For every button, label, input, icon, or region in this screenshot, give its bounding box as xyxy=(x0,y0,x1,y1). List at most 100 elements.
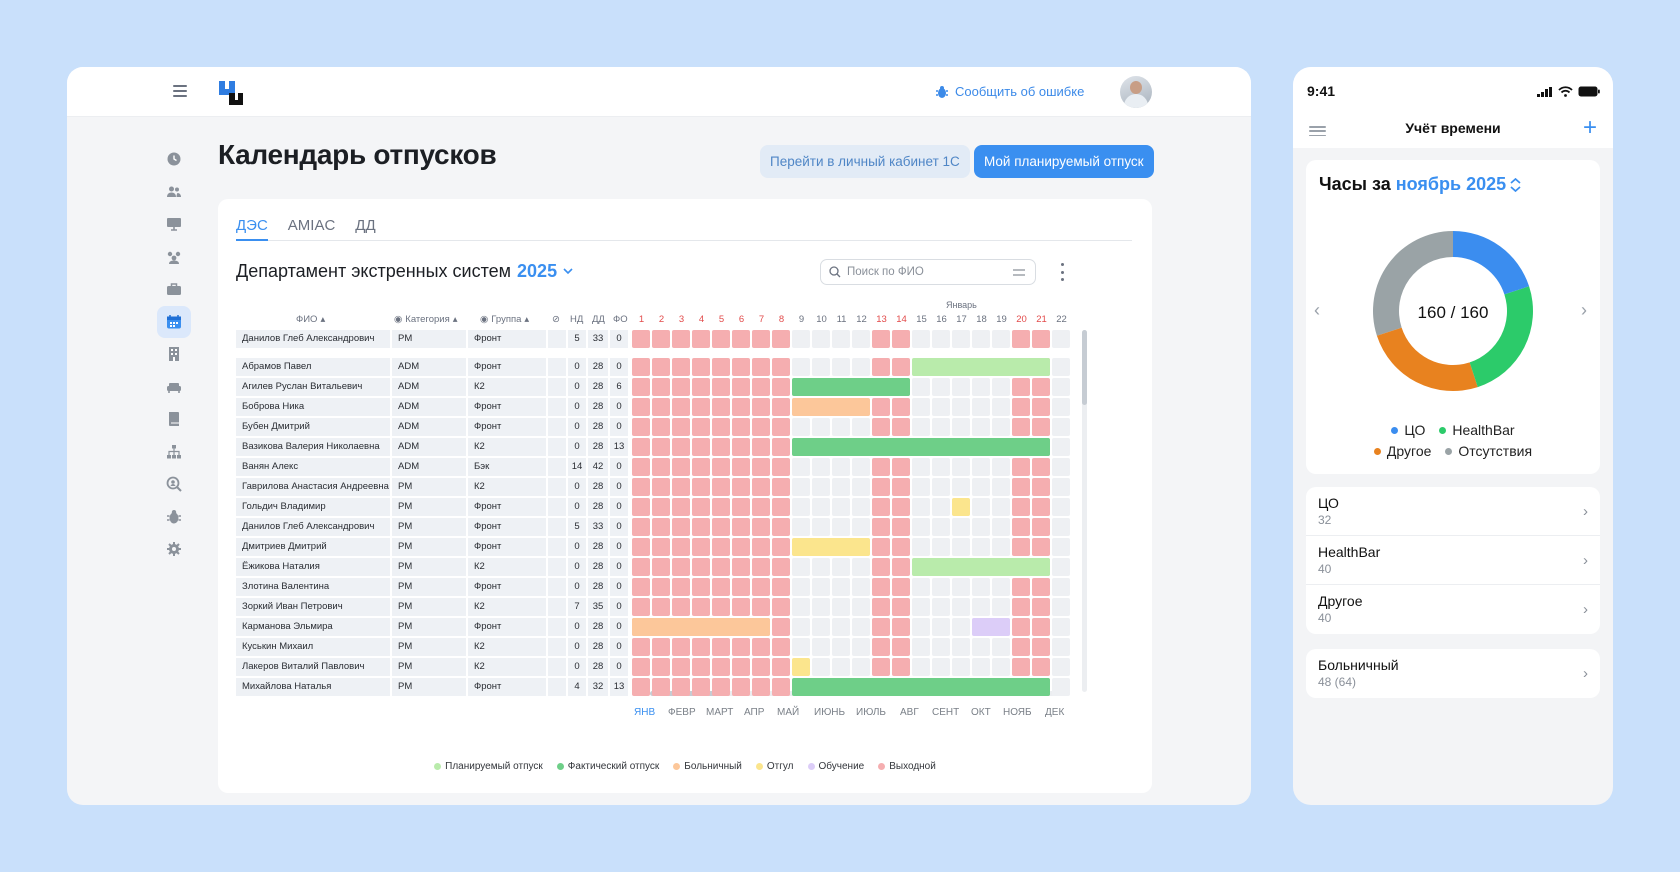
my-planned-vacation-button[interactable]: Мой планируемый отпуск xyxy=(974,145,1154,178)
day-cell[interactable] xyxy=(812,638,830,656)
table-row[interactable]: Абрамов Павел ADM Фронт 0 28 0 xyxy=(236,358,1070,376)
day-cell[interactable] xyxy=(872,478,890,496)
day-cell[interactable] xyxy=(692,378,710,396)
day-cell[interactable] xyxy=(692,478,710,496)
day-cell[interactable] xyxy=(1012,578,1030,596)
day-cell[interactable] xyxy=(1032,478,1050,496)
day-cell[interactable] xyxy=(892,518,910,536)
day-cell[interactable] xyxy=(832,518,850,536)
month-tab-1[interactable]: ЯНВ xyxy=(634,707,656,718)
vacation-bar-sick[interactable] xyxy=(792,398,870,416)
day-cell[interactable] xyxy=(1012,378,1030,396)
sidebar-item-org-chart[interactable] xyxy=(157,436,191,468)
day-cell[interactable] xyxy=(1052,678,1070,696)
day-cell[interactable] xyxy=(712,418,730,436)
day-cell[interactable] xyxy=(672,330,690,348)
day-cell[interactable] xyxy=(772,418,790,436)
vacation-bar-dayoff[interactable] xyxy=(952,498,970,516)
day-cell[interactable] xyxy=(732,378,750,396)
day-cell[interactable] xyxy=(632,458,650,476)
tab-des[interactable]: ДЭС xyxy=(236,217,268,241)
day-cell[interactable] xyxy=(632,418,650,436)
day-cell[interactable] xyxy=(1052,638,1070,656)
sidebar-item-team[interactable] xyxy=(157,241,191,273)
day-cell[interactable] xyxy=(792,358,810,376)
day-cell[interactable] xyxy=(732,658,750,676)
day-cell[interactable] xyxy=(692,418,710,436)
day-cell[interactable] xyxy=(912,418,930,436)
day-cell[interactable] xyxy=(732,358,750,376)
day-cell[interactable] xyxy=(852,618,870,636)
day-cell[interactable] xyxy=(932,658,950,676)
day-cell[interactable] xyxy=(952,658,970,676)
day-cell[interactable] xyxy=(672,538,690,556)
day-cell[interactable] xyxy=(752,358,770,376)
day-cell[interactable] xyxy=(712,330,730,348)
day-cell[interactable] xyxy=(772,358,790,376)
day-cell[interactable] xyxy=(812,518,830,536)
day-cell[interactable] xyxy=(892,658,910,676)
day-cell[interactable] xyxy=(852,478,870,496)
day-cell[interactable] xyxy=(1052,598,1070,616)
vertical-scrollbar[interactable] xyxy=(1082,330,1087,692)
vacation-bar-dayoff[interactable] xyxy=(792,658,810,676)
day-cell[interactable] xyxy=(1052,518,1070,536)
day-cell[interactable] xyxy=(852,638,870,656)
day-cell[interactable] xyxy=(972,598,990,616)
day-cell[interactable] xyxy=(712,438,730,456)
day-cell[interactable] xyxy=(932,478,950,496)
day-cell[interactable] xyxy=(772,378,790,396)
day-cell[interactable] xyxy=(952,478,970,496)
day-cell[interactable] xyxy=(692,658,710,676)
day-cell[interactable] xyxy=(692,458,710,476)
day-cell[interactable] xyxy=(1052,458,1070,476)
month-tab-9[interactable]: СЕНТ xyxy=(932,707,960,718)
day-cell[interactable] xyxy=(1032,538,1050,556)
day-cell[interactable] xyxy=(652,478,670,496)
vacation-bar-study[interactable] xyxy=(972,618,1010,636)
day-cell[interactable] xyxy=(1052,438,1070,456)
vacation-bar-actual[interactable] xyxy=(792,438,1050,456)
day-cell[interactable] xyxy=(892,638,910,656)
day-cell[interactable] xyxy=(952,418,970,436)
day-cell[interactable] xyxy=(712,658,730,676)
day-cell[interactable] xyxy=(632,658,650,676)
day-cell[interactable] xyxy=(832,458,850,476)
month-tab-4[interactable]: АПР xyxy=(744,707,765,718)
day-cell[interactable] xyxy=(632,478,650,496)
day-cell[interactable] xyxy=(1052,498,1070,516)
day-cell[interactable] xyxy=(892,458,910,476)
day-cell[interactable] xyxy=(772,658,790,676)
open-1c-cabinet-button[interactable]: Перейти в личный кабинет 1С xyxy=(760,145,970,178)
day-cell[interactable] xyxy=(772,518,790,536)
day-cell[interactable] xyxy=(792,518,810,536)
day-cell[interactable] xyxy=(872,538,890,556)
day-cell[interactable] xyxy=(872,598,890,616)
day-cell[interactable] xyxy=(912,378,930,396)
day-cell[interactable] xyxy=(792,638,810,656)
day-cell[interactable] xyxy=(632,330,650,348)
sidebar-item-monitor[interactable] xyxy=(157,208,191,240)
day-cell[interactable] xyxy=(912,458,930,476)
day-cell[interactable] xyxy=(632,678,650,696)
day-cell[interactable] xyxy=(692,518,710,536)
day-cell[interactable] xyxy=(872,458,890,476)
day-cell[interactable] xyxy=(832,478,850,496)
day-cell[interactable] xyxy=(832,558,850,576)
day-cell[interactable] xyxy=(952,378,970,396)
table-row[interactable]: Михайлова Наталья PM Фронт 4 32 13 xyxy=(236,678,1070,696)
day-cell[interactable] xyxy=(932,518,950,536)
day-cell[interactable] xyxy=(912,518,930,536)
month-tab-10[interactable]: ОКТ xyxy=(971,707,991,718)
day-cell[interactable] xyxy=(672,518,690,536)
day-cell[interactable] xyxy=(912,578,930,596)
day-cell[interactable] xyxy=(752,478,770,496)
day-cell[interactable] xyxy=(932,330,950,348)
day-cell[interactable] xyxy=(732,518,750,536)
table-row[interactable]: Куськин Михаил PM К2 0 28 0 xyxy=(236,638,1070,656)
day-cell[interactable] xyxy=(992,330,1010,348)
day-cell[interactable] xyxy=(632,438,650,456)
day-cell[interactable] xyxy=(732,478,750,496)
day-cell[interactable] xyxy=(1052,418,1070,436)
day-cell[interactable] xyxy=(872,578,890,596)
